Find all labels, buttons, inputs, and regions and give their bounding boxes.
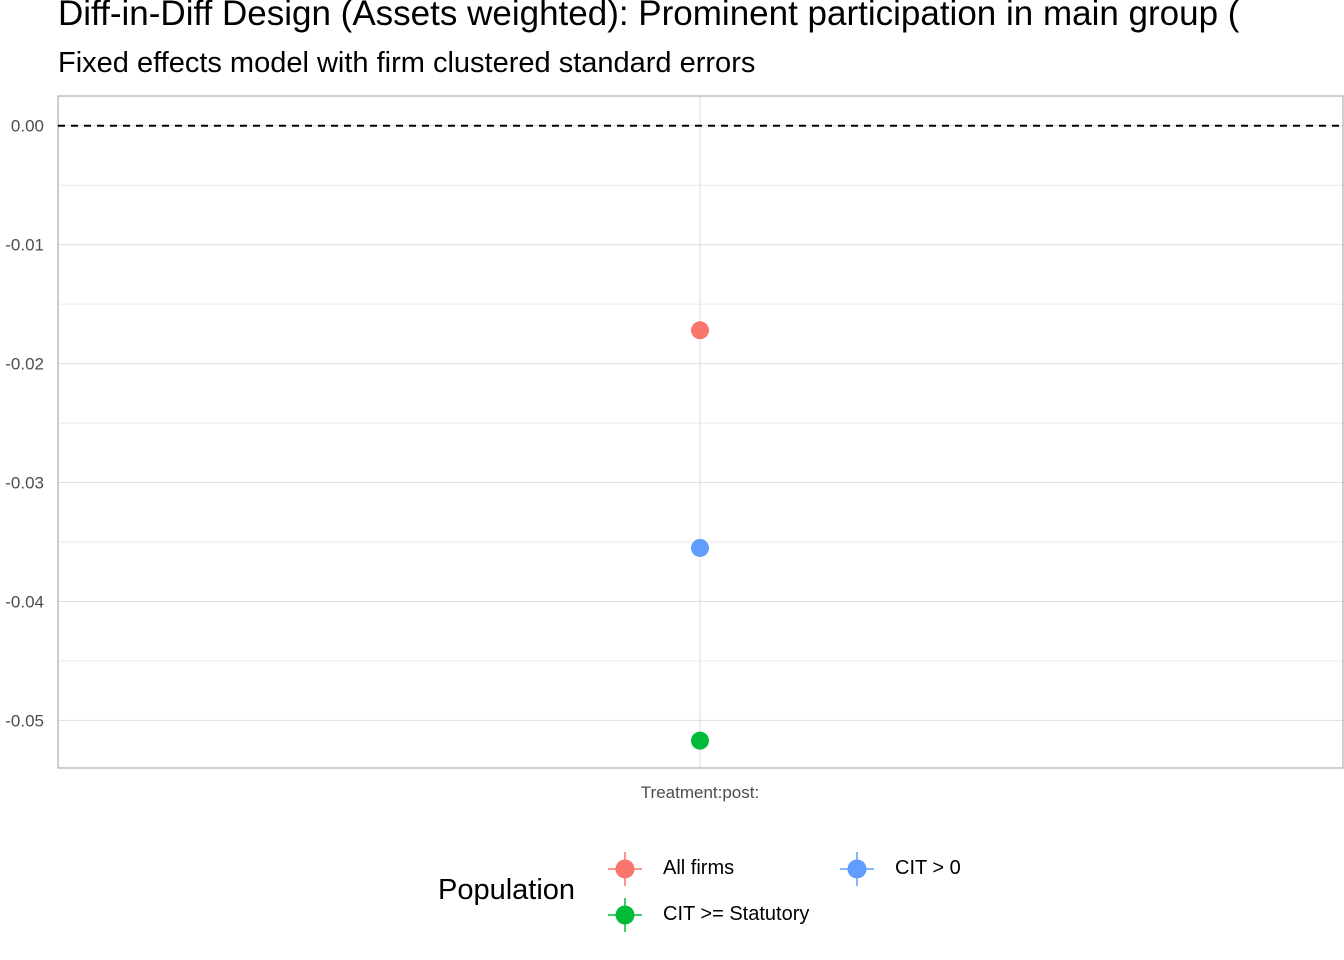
- y-tick-label: -0.03: [5, 474, 44, 493]
- y-tick-label: -0.05: [5, 711, 44, 730]
- legend-key-marker: [615, 859, 635, 879]
- legend-label: All firms: [663, 857, 735, 879]
- data-point-cit-statutory: [691, 731, 709, 750]
- legend-key-marker: [615, 905, 635, 925]
- legend-title: Population: [438, 874, 576, 906]
- y-tick-label: -0.02: [5, 355, 44, 374]
- legend-key-marker: [847, 859, 867, 879]
- data-point-cit-0: [691, 538, 709, 557]
- y-tick-label: -0.04: [5, 592, 44, 611]
- chart-title: Diff-in-Diff Design (Assets weighted): P…: [58, 0, 1240, 33]
- panel-border: [57, 95, 1344, 769]
- legend-label: CIT >= Statutory: [663, 903, 810, 925]
- y-tick-label: -0.01: [5, 236, 44, 255]
- x-tick-label: Treatment:post:: [641, 783, 759, 802]
- y-tick-label: 0.00: [11, 117, 44, 136]
- chart-subtitle: Fixed effects model with firm clustered …: [58, 47, 756, 79]
- data-point-all-firms: [691, 321, 709, 340]
- legend-label: CIT > 0: [895, 857, 961, 879]
